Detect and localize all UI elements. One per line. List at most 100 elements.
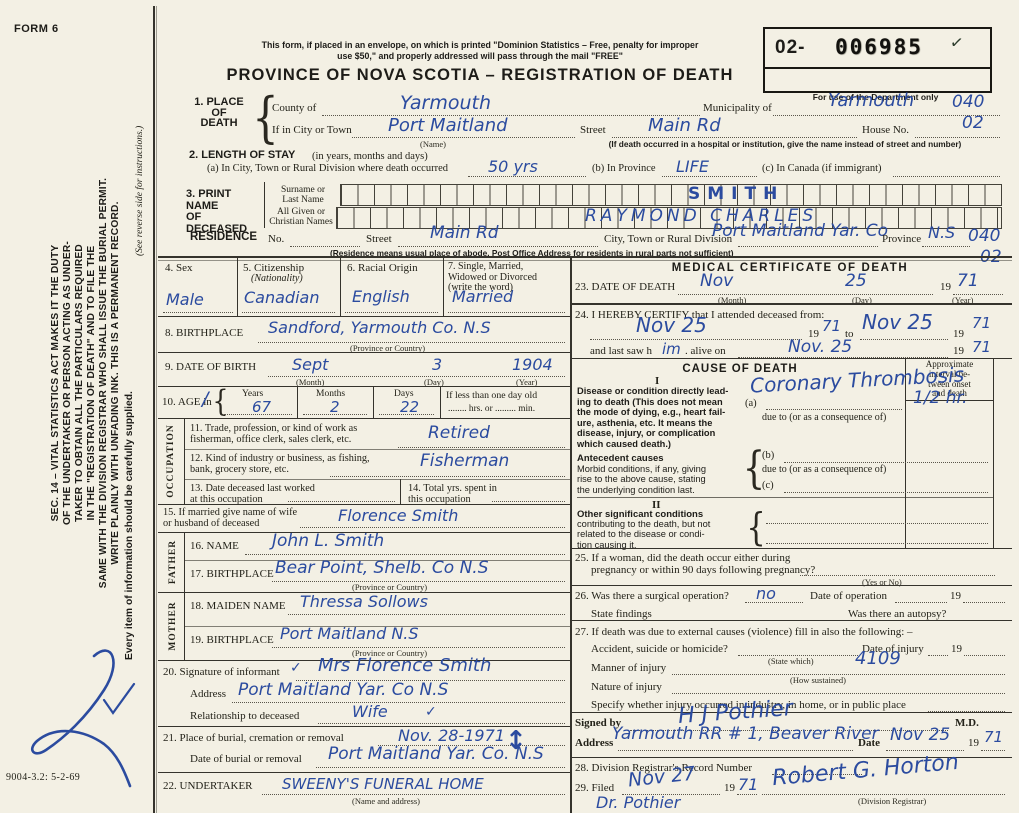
dod-day-value: 25	[845, 271, 867, 291]
cause-due-to-1: due to (or as a consequence of)	[762, 412, 887, 423]
citizenship-label: 5. Citizenship	[243, 262, 305, 274]
cause-b-label: (b)	[762, 450, 775, 461]
occupation-divider	[184, 418, 185, 504]
trade-value: Retired	[428, 423, 490, 443]
q27-injury-date-label: Date of injury	[862, 643, 924, 655]
burial-place-label: 21. Place of burial, cremation or remova…	[163, 732, 344, 744]
q29-registrar-line	[762, 793, 1005, 795]
row4-divider-2	[340, 258, 341, 316]
row15-bottom-rule	[158, 532, 570, 533]
certify-from-year-value: 71	[822, 317, 842, 335]
sex-value: Male	[166, 290, 204, 309]
registration-stamp-box: 02- 006985 ✓	[763, 27, 992, 93]
informant-signature-label: 20. Signature of informant	[163, 666, 280, 678]
informant-signature-value: Mrs Florence Smith	[318, 655, 492, 676]
other-conditions-brace: {	[746, 505, 766, 549]
length-of-stay-heading: 2. LENGTH OF STAY	[189, 149, 296, 161]
date-of-birth-label: 9. DATE OF BIRTH	[165, 361, 257, 373]
form-number-label: FORM 6	[14, 23, 59, 35]
relationship-label: Relationship to deceased	[190, 710, 300, 722]
stay-a-label: (a) In City, Town or Rural Division wher…	[207, 163, 448, 174]
industry-line	[330, 475, 565, 477]
q27-accident-line	[738, 654, 858, 656]
occupation-vertical-label: OCCUPATION	[166, 424, 176, 498]
q28-label: 28. Division Registrar's Record Number	[575, 762, 753, 774]
age-divider-2	[373, 386, 374, 418]
signed-address-label: Address	[575, 737, 614, 749]
dod-year-sublabel: (Year)	[952, 295, 974, 305]
residence-city-label: City, Town or Rural Division	[604, 233, 733, 245]
total-years-line	[492, 500, 565, 502]
q27-accident-label: Accident, suicide or homicide?	[591, 643, 728, 655]
age-days-label: Days	[394, 389, 414, 399]
mother-birthplace-label: 19. BIRTHPLACE	[190, 634, 274, 646]
division-registrar-sublabel: (Division Registrar)	[858, 796, 927, 806]
informant-address-line	[232, 701, 565, 703]
residence-no-line	[290, 245, 360, 247]
place-brace: {	[252, 86, 279, 150]
undertaker-sublabel: (Name and address)	[352, 796, 420, 806]
given-names-value: RAYMOND CHARLES	[585, 206, 818, 226]
q27-injury-date-line	[928, 654, 948, 656]
main-top-rule	[158, 256, 1012, 258]
certify-label: 24. I HEREBY CERTIFY that I attended dec…	[575, 309, 825, 321]
row9-bottom-rule	[158, 386, 570, 387]
trade-label: 11. Trade, profession, or kind of work a…	[190, 423, 358, 445]
citizenship-sublabel: (Nationality)	[251, 273, 303, 284]
cause-c-label: (c)	[762, 480, 774, 491]
signed-date-value: Nov 25	[890, 725, 951, 745]
age-label: 10. AGE in	[162, 396, 212, 408]
age-years-line	[224, 413, 292, 415]
father-birthplace-value: Bear Point, Shelb. Co N.S	[275, 558, 489, 578]
city-town-line	[352, 136, 575, 138]
q26-autopsy-label: Was there an autopsy?	[848, 608, 947, 620]
q26-bottom-rule	[571, 620, 1012, 621]
citizenship-line	[242, 311, 335, 313]
dod-year-line	[953, 293, 1003, 295]
residence-street-value: Main Rd	[430, 223, 499, 243]
father-name-line	[245, 553, 565, 555]
q26-label: 26. Was there a surgical operation?	[575, 590, 729, 602]
mother-vertical-label: MOTHER	[168, 601, 178, 651]
maiden-name-value: Thressa Sollows	[300, 592, 428, 611]
cause-b-line	[784, 461, 988, 463]
cause-part1-label: I	[655, 375, 660, 387]
sex-label: 4. Sex	[165, 262, 193, 274]
racial-origin-line	[345, 311, 438, 313]
stay-b-line	[662, 175, 757, 177]
print-name-divider	[264, 182, 265, 228]
sex-line	[163, 311, 233, 313]
informant-address-value: Port Maitland Yar. Co N.S	[238, 680, 449, 700]
antecedent-title: Antecedent causes	[577, 453, 664, 464]
row14-bottom-rule	[158, 504, 570, 505]
row13-14-divider	[400, 479, 401, 504]
county-label: County of	[272, 102, 317, 114]
q27-specify-label: Specify whether injury occurred in indus…	[591, 699, 906, 711]
residence-note: (Residence means usual place of abode. P…	[330, 248, 734, 258]
dod-month-value: Nov	[700, 271, 734, 291]
q29-year-line	[737, 793, 757, 795]
mother-birthplace-value: Port Maitland N.S	[280, 624, 419, 643]
cause-part2-label: II	[652, 499, 661, 511]
marital-label: 7. Single, Married, Widowed or Divorced …	[448, 261, 538, 293]
father-vertical-label: FATHER	[168, 539, 178, 585]
marital-line	[448, 311, 565, 313]
dob-year-sublabel: (Year)	[516, 377, 538, 387]
signed-address-line	[618, 749, 853, 751]
row4-divider-3	[443, 258, 444, 316]
q29-filed-line	[622, 793, 720, 795]
surname-boxgrid	[340, 184, 1002, 206]
q26-date-line	[895, 601, 947, 603]
signed-year-value: 71	[984, 728, 1004, 746]
q27-specify-line	[928, 710, 1005, 712]
residence-city-line	[738, 245, 878, 247]
racial-origin-value: English	[352, 287, 410, 306]
antecedent-brace: {	[742, 443, 766, 494]
q27-nature-label: Nature of injury	[591, 681, 662, 693]
date-of-death-line	[678, 293, 933, 295]
house-no-line	[915, 136, 1000, 138]
certify-to-label: to	[845, 328, 854, 340]
signed-bottom-rule	[571, 757, 1012, 758]
q27-bottom-rule	[571, 712, 1012, 713]
